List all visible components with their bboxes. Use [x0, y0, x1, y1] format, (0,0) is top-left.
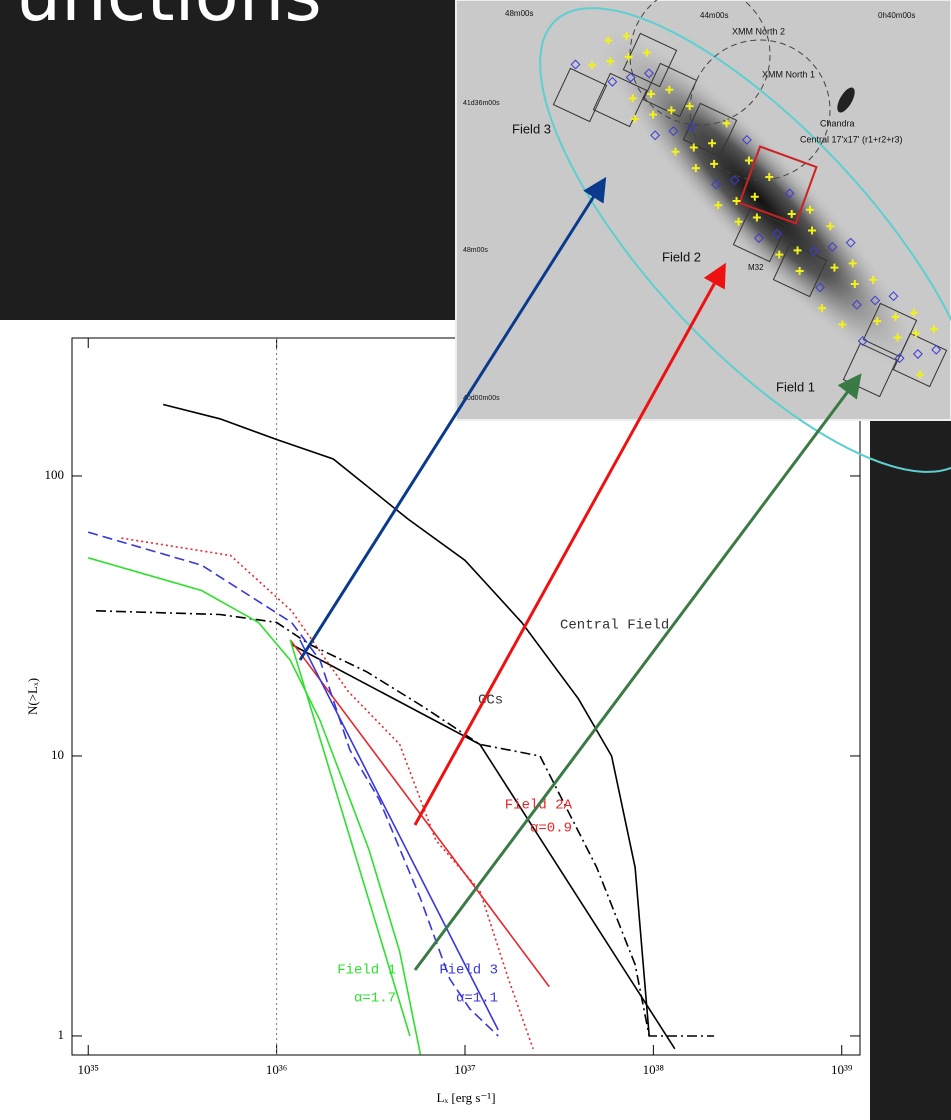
image-label: Field 3 — [512, 121, 551, 136]
image-label: Field 1 — [776, 379, 815, 394]
alpha-label: α=1.1 — [456, 991, 498, 1007]
page: {"slide_title": "Functions", "image": {"… — [0, 0, 951, 1120]
series-label: Field 3 — [439, 963, 498, 979]
image-label: M32 — [748, 263, 764, 272]
y-tick-label: 100 — [45, 467, 65, 482]
x-axis-label: Lₓ [erg s⁻¹] — [436, 1090, 495, 1105]
image-label: XMM North 2 — [732, 26, 785, 36]
image-label: Field 2 — [662, 249, 701, 264]
image-label: XMM North 1 — [762, 69, 815, 79]
alpha-label: α=1.7 — [354, 991, 396, 1007]
image-label: 48m00s — [505, 9, 533, 18]
image-label: 48m00s — [463, 247, 488, 254]
image-label: 0h40m00s — [878, 11, 915, 20]
series-label: Central Field — [560, 618, 669, 634]
y-tick-label: 1 — [58, 1027, 65, 1042]
y-tick-label: 10 — [51, 747, 64, 762]
x-tick-label: 10³⁸ — [643, 1062, 665, 1077]
x-tick-label: 10³⁶ — [266, 1062, 287, 1077]
x-tick-label: 10³⁷ — [454, 1062, 475, 1077]
y-axis-label: N(>Lₓ) — [25, 678, 40, 715]
x-tick-label: 10³⁹ — [831, 1062, 853, 1077]
alpha-label: α=0.9 — [530, 821, 572, 837]
image-label: 41d36m00s — [463, 100, 500, 107]
slide: Functions 10³⁵ 10³⁶ 10³⁷ 10³⁸ 10³⁹ 1 10 100 Lₓ [… — [0, 0, 951, 1120]
image-label: Central 17'x17' (r1+r2+r3) — [800, 134, 903, 144]
slide-title: Functions — [0, 0, 322, 37]
image-label: Chandra — [820, 118, 855, 128]
x-tick-label: 10³⁵ — [78, 1062, 99, 1077]
image-label: 44m00s — [700, 11, 728, 20]
series-label: Field 1 — [337, 963, 396, 979]
